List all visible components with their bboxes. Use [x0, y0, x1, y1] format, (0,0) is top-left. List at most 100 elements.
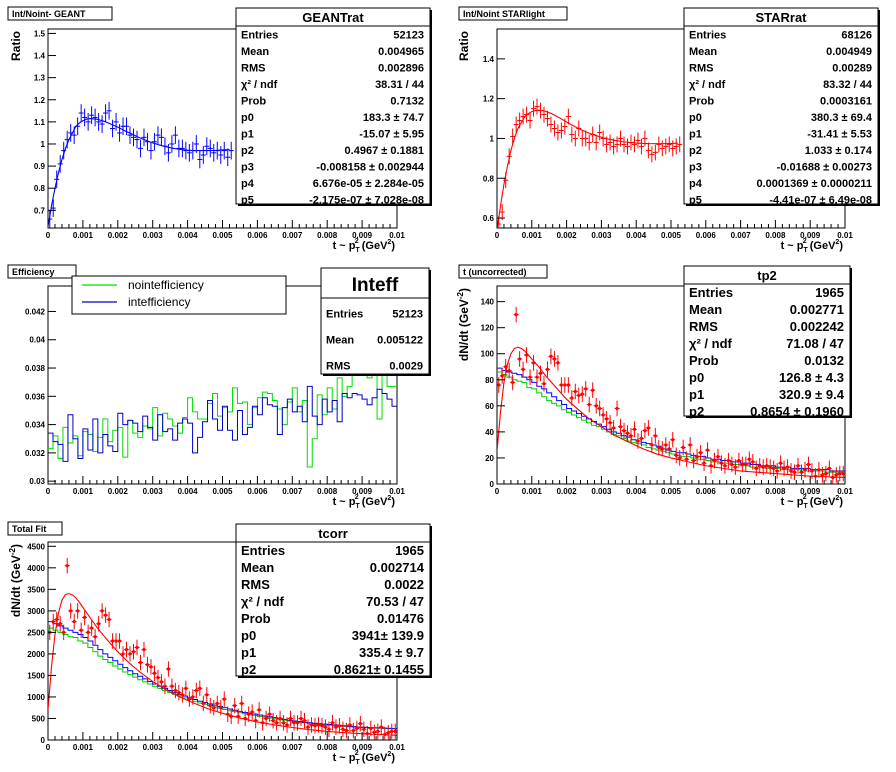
data-point-marker — [744, 462, 748, 467]
stats-row-label: p1 — [689, 387, 704, 402]
data-point-marker — [369, 726, 373, 730]
stats-row-label: Entries — [689, 285, 733, 300]
y-tick-label: 0.8 — [483, 174, 495, 183]
x-tick-label: 0.004 — [626, 487, 647, 496]
stats-row-label: p0 — [241, 112, 254, 124]
stats-row-value: 68126 — [841, 29, 872, 41]
stats-row-label: RMS — [326, 361, 350, 373]
data-point-marker — [268, 712, 272, 716]
stats-title: tcorr — [318, 526, 348, 541]
data-point-marker — [355, 726, 359, 730]
data-point-marker — [281, 721, 286, 725]
x-tick-label: 0 — [495, 487, 500, 496]
data-point-marker — [601, 413, 605, 417]
stats-row-value: 1965 — [395, 543, 424, 558]
y-tick-label: 4500 — [27, 542, 45, 551]
chart-panel: 0 0.001 0.002 0.003 0.004 0.005 0.006 0.007 0.00… — [456, 263, 896, 510]
legend-box — [71, 275, 287, 315]
data-point-marker — [632, 427, 637, 431]
stats-row-value: 38.31 / 44 — [375, 79, 425, 91]
y-tick-label: 0.6 — [483, 214, 495, 223]
data-point-marker — [145, 663, 150, 667]
data-point-marker — [660, 447, 664, 451]
y-axis-label-sup: -2 — [8, 547, 17, 555]
y-tick-label: 3500 — [27, 585, 45, 594]
data-point-marker — [90, 626, 94, 630]
data-point-marker — [500, 374, 504, 378]
x-axis-label-sup: 2 — [355, 238, 359, 245]
x-axis-label-main: t ~ p — [781, 496, 804, 508]
x-tick-label: 0.001 — [522, 231, 543, 240]
data-point-marker — [219, 706, 223, 710]
stats-row-value: 335.4 ± 9.7 — [359, 645, 424, 660]
y-axis-label-close: ) — [457, 288, 471, 292]
data-point-marker — [556, 361, 560, 365]
stats-row-value: 1.033 ± 0.174 — [805, 145, 873, 157]
x-tick-label: 0.003 — [143, 743, 164, 752]
x-axis-label-sub: T — [356, 503, 361, 510]
stats-row-value: -15.07 ± 5.95 — [359, 128, 424, 140]
data-point-marker — [212, 706, 216, 710]
y-tick-label: 0.042 — [25, 307, 46, 316]
data-point-marker — [772, 466, 776, 470]
data-point-marker — [177, 691, 181, 695]
x-tick-label: 0.005 — [661, 231, 682, 240]
y-tick-label: 0.8 — [34, 184, 46, 193]
y-tick-label: 1.5 — [34, 29, 46, 38]
y-axis-label-main: Ratio — [9, 31, 23, 61]
data-point-marker — [629, 434, 633, 438]
y-tick-label: 500 — [32, 714, 46, 723]
stats-row-label: Prob — [241, 95, 266, 107]
panel-title: Int/Noint STARlight — [463, 9, 545, 19]
stats-row-label: p5 — [241, 194, 254, 206]
data-point-marker — [166, 667, 171, 671]
stats-row-value: 0.01476 — [377, 611, 424, 626]
data-point-marker — [667, 447, 671, 451]
data-point-marker — [337, 724, 342, 728]
data-point-marker — [184, 686, 188, 690]
y-axis-label: dN/dt (GeV-2) — [8, 544, 23, 617]
y-tick-label: 100 — [481, 350, 495, 359]
data-point-marker — [191, 695, 195, 699]
stats-row-value: 380.3 ± 69.4 — [811, 112, 873, 124]
data-point-marker — [827, 466, 831, 470]
data-point-marker — [789, 469, 793, 473]
data-point-marker — [559, 383, 563, 387]
data-point-marker — [719, 461, 724, 465]
histogram-intefficiency — [48, 385, 397, 462]
data-point-marker — [135, 645, 139, 650]
y-tick-label: 1000 — [27, 693, 45, 702]
data-point-marker — [563, 383, 567, 387]
x-tick-label: 0.009 — [800, 231, 821, 240]
data-point-marker — [817, 468, 821, 472]
stats-row-label: p3 — [689, 161, 702, 173]
data-point-marker — [306, 725, 310, 729]
data-point-marker — [796, 464, 800, 468]
x-axis-label: t ~ pT 2 (GeV2) — [781, 494, 844, 510]
y-tick-label: 2500 — [27, 628, 45, 637]
y-tick-label: 0.9 — [34, 162, 46, 171]
data-point-marker — [695, 455, 699, 459]
stats-box: GEANTrat Entries 52123 Mean 0.004965 RMS 0.002… — [235, 7, 432, 206]
data-point-marker — [678, 456, 682, 460]
y-tick-label: 2000 — [27, 650, 45, 659]
data-point-marker — [62, 630, 66, 634]
data-point-marker — [222, 697, 226, 701]
data-point-marker — [723, 464, 727, 468]
data-point-marker — [587, 402, 591, 407]
x-axis-label-sub: T — [356, 759, 361, 766]
data-point-marker — [292, 721, 296, 725]
stats-title: Inteff — [352, 275, 399, 296]
data-point-marker — [327, 727, 331, 731]
x-axis-label-close: ) — [391, 496, 395, 508]
x-tick-label: 0.007 — [731, 487, 752, 496]
stats-row-label: Mean — [689, 46, 717, 58]
data-point-marker — [362, 727, 366, 731]
x-axis-label-sub: T — [804, 247, 809, 254]
y-tick-label: 1.3 — [34, 74, 46, 83]
data-point-marker — [173, 688, 177, 693]
data-point-marker — [170, 684, 174, 688]
data-point-marker — [205, 693, 209, 697]
stats-row-value: 183.3 ± 74.7 — [363, 112, 424, 124]
x-axis-label: t ~ pT 2 (GeV2) — [333, 494, 396, 510]
